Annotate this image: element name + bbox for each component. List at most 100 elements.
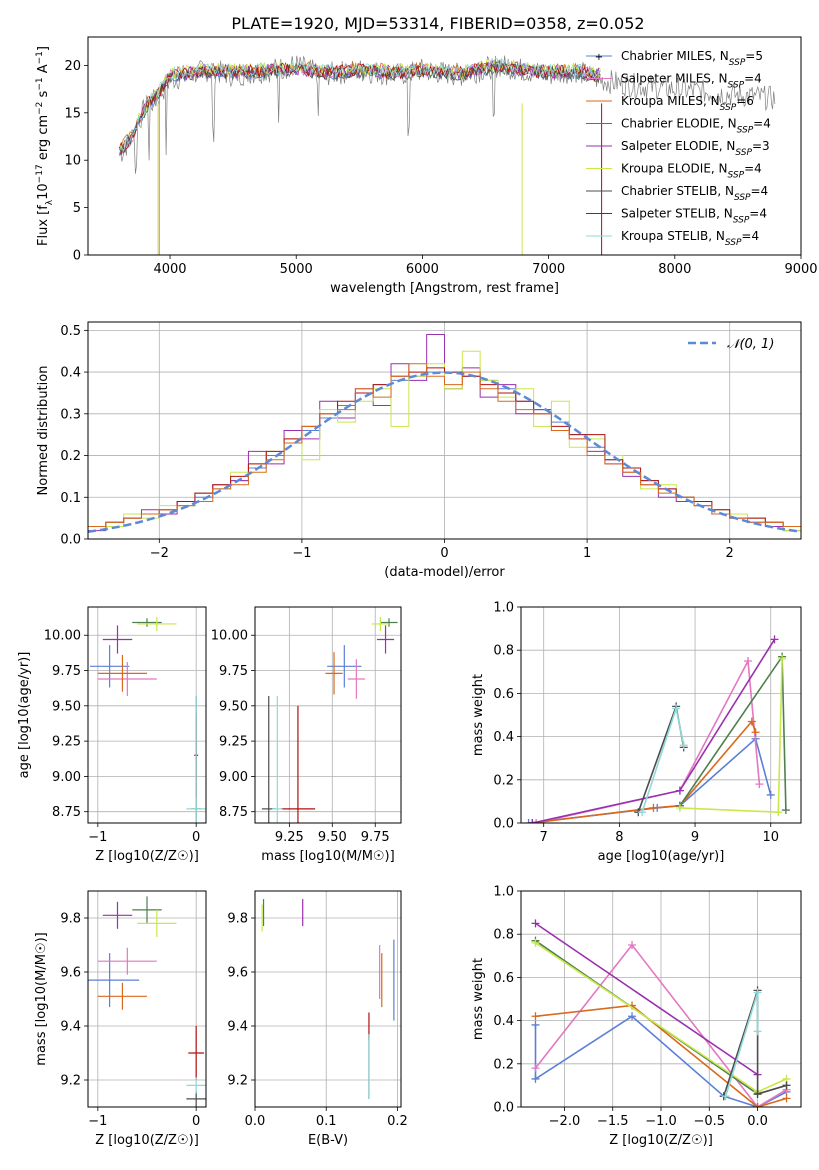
point-kroupa-stelib: [186, 695, 206, 823]
point-chabrier-miles: [89, 645, 130, 688]
y-tick-label: 9.8: [227, 912, 248, 927]
y-axis-label: Flux [fλ10−17 erg cm−2 s−1 A−1]: [35, 46, 55, 246]
y-tick-label: 0: [73, 249, 81, 264]
x-axis-label: Z [log10(Z/Z☉)]: [95, 1133, 199, 1148]
axes-frame: [520, 606, 802, 824]
mass-vs-metallicity-panel: −1 0 9.2 9.4 9.6 9.8 Z [log10(Z/Z☉)] mass [log1…: [34, 890, 207, 1148]
point-kroupa-elodie: [137, 909, 177, 937]
x-tick-label: 9.25: [275, 830, 304, 845]
legend-label: Kroupa MILES, NSSP=6: [621, 94, 754, 113]
legend: + Chabrier MILES, NSSP=5 Salpeter MILES, N…: [586, 49, 771, 248]
point-marker: [747, 717, 756, 726]
y-tick-label: 9.75: [219, 664, 248, 679]
point-marker: [766, 790, 775, 799]
x-tick-label: 0.0: [747, 1114, 768, 1129]
y-tick-label: 0.4: [493, 730, 514, 745]
x-tick-label: 0.2: [387, 1114, 408, 1129]
point-marker: [679, 741, 688, 750]
y-tick-label: 9.2: [60, 1074, 81, 1089]
y-tick-label: 10: [64, 154, 81, 169]
point-marker: [531, 1020, 540, 1029]
y-tick-label: 0.3: [60, 407, 81, 422]
y-tick-label: 8.75: [52, 805, 81, 820]
point-salpeter-elodie: [376, 625, 395, 654]
y-tick-label: 9.8: [60, 912, 81, 927]
x-tick-label: −2.0: [549, 1114, 581, 1129]
axes-frame: [87, 606, 207, 824]
y-tick-label: 0.4: [60, 366, 81, 381]
x-axis-label: (data-model)/error: [384, 565, 505, 580]
point-marker: [753, 1090, 762, 1099]
point-marker: [531, 1074, 540, 1083]
y-tick-label: 8.75: [219, 805, 248, 820]
series-salpeter-miles: [532, 657, 764, 823]
x-axis-label: age [log10(age/yr)]: [598, 849, 725, 864]
y-tick-label: 10.00: [44, 629, 81, 644]
point-marker: [755, 780, 764, 789]
y-tick-label: 0.5: [60, 324, 81, 339]
legend-label: Kroupa STELIB, NSSP=4: [621, 229, 759, 248]
series-line: [641, 705, 685, 813]
point-marker: [753, 1103, 762, 1107]
point-chabrier-elodie: [380, 618, 398, 627]
point-marker: [528, 819, 537, 823]
x-tick-label: −1.5: [597, 1114, 629, 1129]
x-tick-label: −0.5: [693, 1114, 725, 1129]
legend-marker: +: [595, 52, 603, 63]
grid: [255, 607, 401, 823]
error-bars: [89, 616, 206, 823]
y-tick-label: 0.1: [60, 491, 81, 506]
x-axis-label: Z [log10(Z/Z☉)]: [609, 1133, 713, 1148]
y-tick-label: 9.6: [227, 966, 248, 981]
x-tick-label: −1: [88, 1114, 107, 1129]
series-line: [723, 990, 787, 1097]
y-tick-label: 0.8: [493, 644, 514, 659]
x-tick-label: 7000: [532, 262, 565, 277]
legend-label: Chabrier ELODIE, NSSP=4: [621, 117, 771, 136]
point-marker: [531, 938, 540, 947]
y-tick-label: 0.6: [493, 971, 514, 986]
point-salpeter-elodie: [102, 625, 133, 654]
series-salpeter-elodie: [528, 635, 779, 823]
y-tick-label: 10.00: [211, 629, 248, 644]
x-axis-label: Z [log10(Z/Z☉)]: [95, 849, 199, 864]
x-tick-label: 0: [192, 1114, 200, 1129]
legend-label: Salpeter MILES, NSSP=4: [621, 72, 762, 91]
point-marker: [524, 819, 533, 823]
series-line: [532, 638, 776, 823]
y-tick-label: 5: [73, 201, 81, 216]
legend-label: Salpeter ELODIE, NSSP=3: [621, 139, 770, 158]
point-salpeter-stelib: [280, 705, 316, 823]
x-tick-label: 1: [583, 546, 591, 561]
y-axis-label: mass weight: [471, 958, 486, 1040]
y-tick-label: 20: [64, 59, 81, 74]
y-tick-label: 9.2: [227, 1074, 248, 1089]
axes-frame: [520, 890, 802, 1108]
point-marker: [628, 1012, 637, 1021]
y-tick-label: 9.4: [227, 1020, 248, 1035]
y-tick-label: 9.50: [219, 699, 248, 714]
point-kroupa-stelib: [272, 695, 283, 823]
model-line-kroupa-stelib: [119, 57, 601, 153]
point-marker: [770, 635, 779, 644]
x-tick-label: −1.0: [645, 1114, 677, 1129]
error-bars: [261, 616, 398, 823]
series-lines: [524, 635, 790, 823]
y-tick-label: 15: [64, 106, 81, 121]
mass-weight-vs-metallicity-panel: −2.0 −1.5 −1.0 −0.5 0.0 0.0 0.2 0.4 0.6 0.8 1.0 Z […: [471, 885, 802, 1148]
point-marker: [649, 803, 658, 812]
x-tick-label: −1: [292, 546, 311, 561]
x-tick-label: 0: [192, 830, 200, 845]
y-axis-label: age [log10(age/yr)]: [17, 652, 32, 779]
y-tick-label: 0.2: [60, 449, 81, 464]
grid: [521, 606, 801, 824]
point-salpeter-stelib: [188, 1026, 205, 1080]
y-tick-label: 0.6: [493, 687, 514, 702]
legend-label: Chabrier STELIB, NSSP=4: [621, 184, 768, 203]
point-marker: [753, 1027, 762, 1036]
y-tick-label: 0.0: [493, 817, 514, 832]
point-kroupa-miles: [97, 982, 147, 1010]
error-bars: [261, 899, 395, 1099]
x-tick-label: 0.1: [316, 1114, 337, 1129]
